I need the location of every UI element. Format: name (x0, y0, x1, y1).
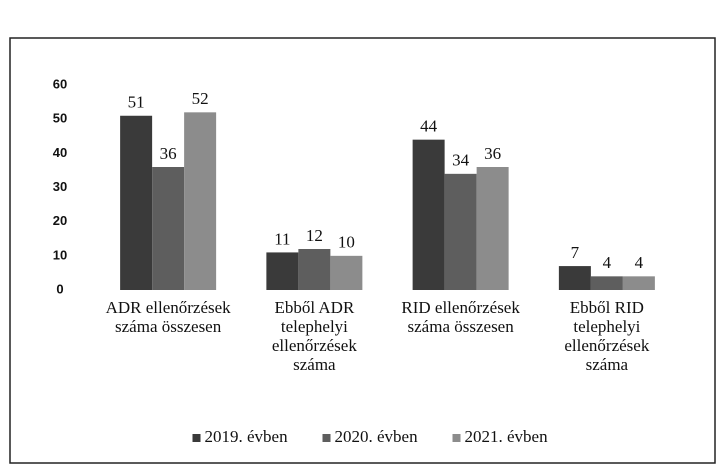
value-label: 12 (306, 226, 323, 245)
legend-swatch (322, 434, 331, 442)
y-tick-label: 50 (53, 111, 67, 126)
bar (120, 115, 153, 290)
bar (590, 276, 623, 290)
y-tick-label: 60 (53, 76, 67, 91)
value-label: 4 (635, 253, 644, 272)
y-tick-label: 30 (53, 179, 67, 194)
value-label: 11 (274, 229, 290, 248)
value-label: 44 (420, 117, 438, 136)
value-label: 36 (160, 144, 177, 163)
x-tick-label: ADR ellenőrzések száma összesen (105, 298, 231, 336)
value-label: 52 (192, 89, 209, 108)
bar (622, 276, 655, 290)
value-label: 51 (128, 93, 145, 112)
x-tick-label: RID ellenőrzések száma összesen (401, 298, 520, 336)
bar (476, 167, 509, 290)
bar (330, 255, 363, 290)
y-tick-label: 20 (53, 213, 67, 228)
frame (9, 37, 716, 464)
y-tick-label: 10 (53, 247, 67, 262)
x-tick-label: Ebből ADR telephelyi ellenőrzések száma (271, 298, 357, 374)
legend-label: 2021. évben (465, 427, 549, 446)
bar (298, 249, 331, 290)
legend-swatch (452, 434, 461, 442)
value-label: 4 (603, 253, 612, 272)
value-label: 7 (571, 243, 580, 262)
bar (152, 167, 185, 290)
legend-label: 2019. évben (205, 427, 289, 446)
bar (444, 173, 477, 290)
value-label: 10 (338, 233, 355, 252)
legend-label: 2020. évben (335, 427, 419, 446)
legend-swatch (192, 434, 201, 442)
value-label: 36 (484, 144, 501, 163)
bar (184, 112, 217, 290)
y-tick-label: 0 (56, 281, 63, 296)
value-label: 34 (452, 151, 470, 170)
bar (558, 266, 591, 290)
y-tick-label: 40 (53, 145, 67, 160)
bar (266, 252, 299, 290)
x-tick-label: Ebből RID telephelyi ellenőrzések száma (564, 298, 650, 374)
bar (412, 139, 445, 290)
